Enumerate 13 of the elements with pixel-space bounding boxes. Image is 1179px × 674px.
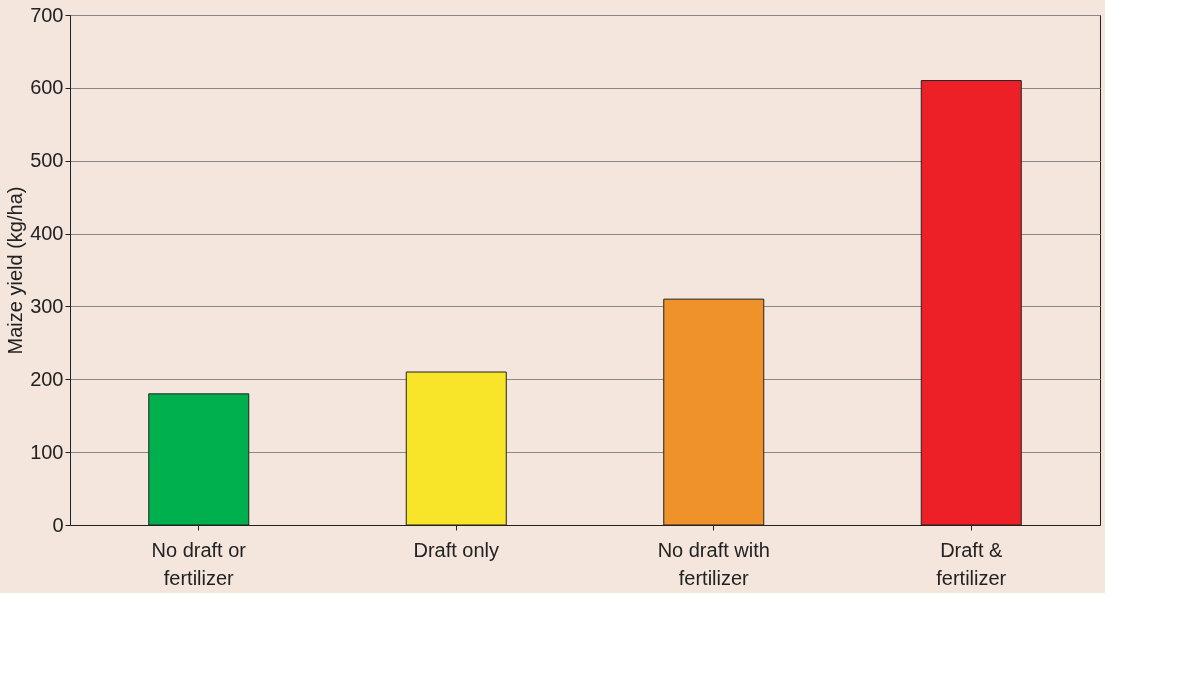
x-tick-label: Draft & fertilizer [936,538,1007,589]
y-tick-label: 700 [30,3,64,26]
y-tick-label: 600 [30,76,64,99]
x-tick-label: Draft only [413,538,500,561]
y-axis-title: Maize yield (kg/ha) [4,186,27,355]
y-tick-label: 200 [30,367,64,390]
y-tick-label: 100 [30,440,64,463]
x-tick-label: No draft with fertilizer [657,538,770,589]
y-tick-label: 500 [30,149,64,172]
y-tick-label: 400 [30,222,64,245]
y-tick-label: 300 [30,294,64,317]
x-tick-label: No draft or fertilizer [151,538,247,589]
y-tick-label: 0 [52,513,64,536]
